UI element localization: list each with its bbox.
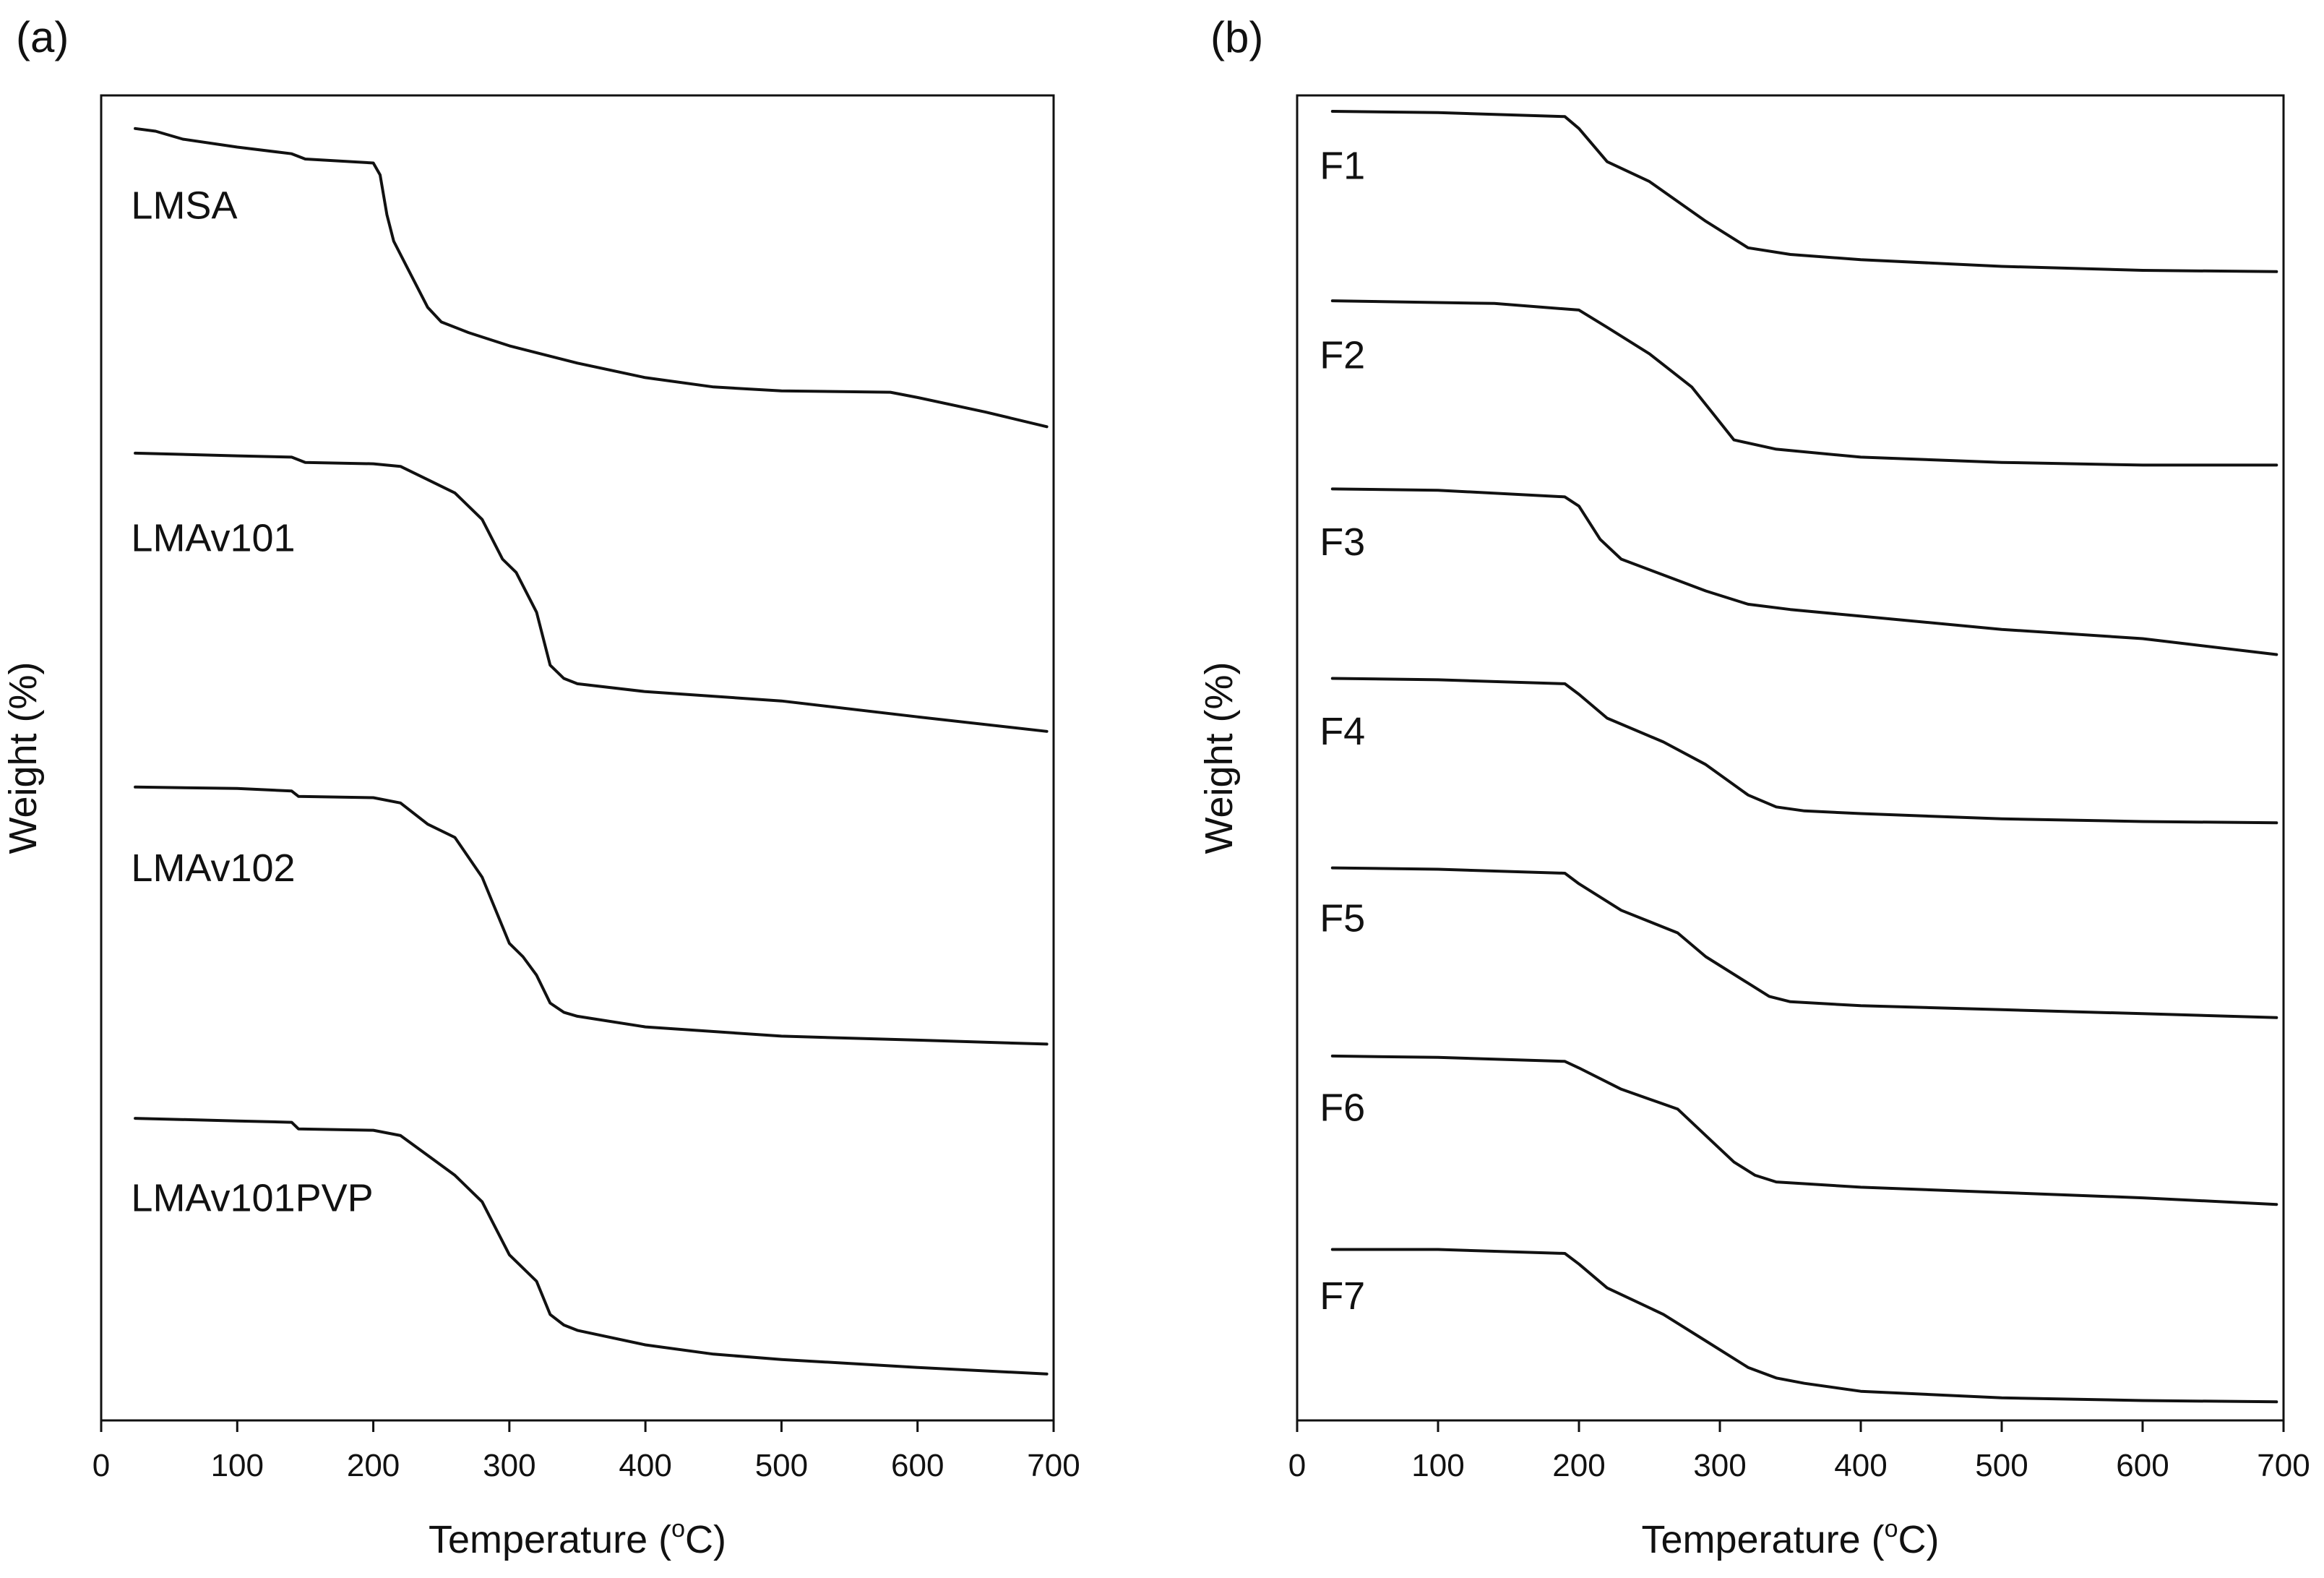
series-line-f2 [1330,299,2278,467]
x-tick-label: 700 [1027,1448,1080,1483]
series-line-f1 [1330,110,2278,273]
series-line-f4 [1330,677,2278,825]
series-line-lmav102 [134,785,1049,1046]
x-axis-title-main: Temperature ( [1641,1518,1884,1561]
x-axis-title: Temperature (oC) [429,1515,726,1561]
series-label-f3: F3 [1320,520,1365,564]
x-tick-label: 600 [2116,1448,2169,1483]
series-label-f5: F5 [1320,897,1365,940]
series-label-f7: F7 [1320,1274,1365,1318]
panel-label: (a) [16,13,69,61]
y-axis-title: Weight (%) [1,661,45,854]
series-label-f4: F4 [1320,710,1365,753]
panel-label: (b) [1210,13,1263,61]
x-axis-title-unit: C) [1898,1518,1940,1561]
series-line-f7 [1330,1248,2278,1404]
x-axis-title-main: Temperature ( [429,1518,671,1561]
y-axis-title: Weight (%) [1197,661,1241,854]
series-line-f6 [1330,1054,2278,1206]
x-tick-label: 300 [1693,1448,1746,1483]
series-label-lmav101pvp: LMAv101PVP [131,1176,373,1219]
x-axis-title-degree: o [1885,1515,1898,1543]
series-line-lmav101pvp [134,1117,1049,1376]
series-line-lmav101 [134,451,1049,733]
series-line-f5 [1330,866,2278,1019]
x-tick-label: 0 [92,1448,110,1483]
x-tick-label: 500 [755,1448,808,1483]
series-label-lmav102: LMAv102 [131,846,295,890]
x-tick-label: 200 [1552,1448,1605,1483]
series-label-f1: F1 [1320,144,1365,187]
x-tick-label: 0 [1288,1448,1306,1483]
x-tick-label: 100 [1411,1448,1464,1483]
series-line-f3 [1330,487,2278,656]
x-tick-label: 400 [619,1448,671,1483]
x-tick-label: 600 [891,1448,944,1483]
series-line-lmsa [134,127,1049,429]
series-label-f6: F6 [1320,1086,1365,1130]
series-label-lmav101: LMAv101 [131,517,295,560]
plot-frame [1296,94,2285,1422]
x-axis-title-unit: C) [685,1518,726,1561]
panel-a: (a) 0 100 200 300 400 500 600 700 Temperature (oC… [1,13,1080,1561]
panel-b: (b) 0 100 200 300 400 500 600 700 Temperature (oC… [1197,13,2310,1561]
x-tick-label: 100 [211,1448,264,1483]
series-label-lmsa: LMSA [131,184,237,227]
x-axis-title: Temperature (oC) [1641,1515,1939,1561]
x-tick-label: 200 [347,1448,400,1483]
x-tick-label: 300 [483,1448,535,1483]
x-tick-label: 700 [2257,1448,2310,1483]
plot-frame [100,94,1055,1422]
x-tick-label: 500 [1975,1448,2028,1483]
series-label-f2: F2 [1320,334,1365,377]
x-tick-label: 400 [1834,1448,1887,1483]
x-axis-title-degree: o [671,1515,685,1543]
